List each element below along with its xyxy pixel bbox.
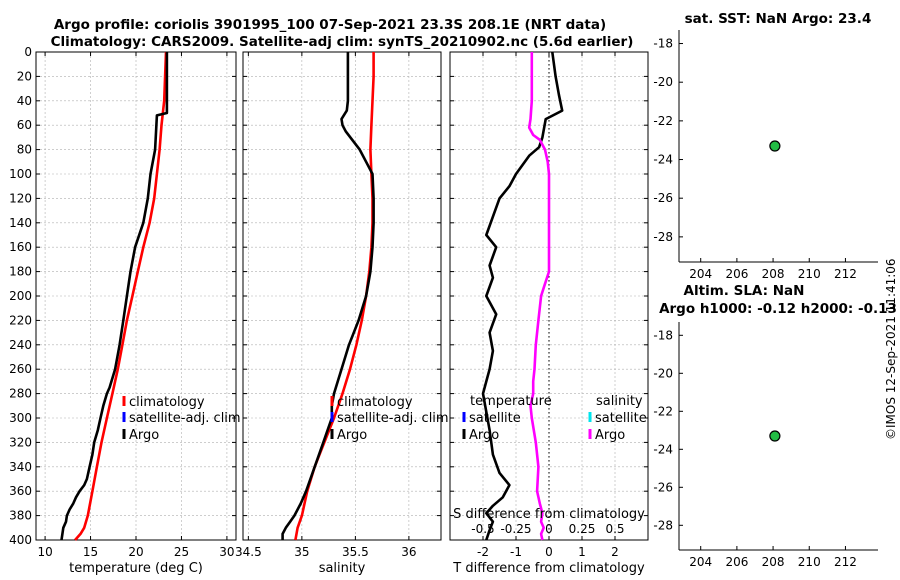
figure-title-line2: Climatology: CARS2009. Satellite-adj cli…	[51, 34, 634, 50]
figure-title-line1: Argo profile: coriolis 3901995_100 07-Se…	[54, 17, 606, 33]
y-tick-label: -22	[653, 114, 673, 128]
y-tick-label: 300	[9, 411, 32, 425]
y-tick-label: 160	[9, 240, 32, 254]
legend-temp-satellite-label: satellite	[469, 411, 521, 426]
y-tick-label: 340	[9, 460, 32, 474]
legend-argo-label: Argo	[129, 428, 159, 443]
y-tick-label: -18	[653, 328, 673, 342]
x2-axis-label: S difference from climatology	[453, 507, 645, 522]
argo-location-marker	[769, 430, 781, 442]
y-tick-label: 280	[9, 387, 32, 401]
x-tick-label: 210	[798, 555, 821, 569]
y-tick-label: 200	[9, 289, 32, 303]
y-tick-label: 60	[17, 118, 32, 132]
x-tick-label: 204	[689, 267, 712, 281]
x-tick-label: 208	[762, 555, 785, 569]
legend-temp-heading: temperature	[470, 394, 552, 409]
legend-sal-heading: salinity	[596, 394, 643, 409]
legend-climatology-label: climatology	[129, 395, 205, 410]
x-tick-label: 206	[725, 555, 748, 569]
x-tick-label: 30	[219, 545, 234, 559]
x-tick-label: 25	[174, 545, 189, 559]
legend-temp-argo-label: Argo	[469, 428, 499, 443]
x-axis-label: salinity	[319, 561, 366, 576]
x2-tick-label: 0.25	[569, 522, 596, 536]
x-tick-label: -1	[510, 545, 522, 559]
y-tick-label: 140	[9, 216, 32, 230]
legend-argo-label: Argo	[337, 428, 367, 443]
sst-map-panel: 204 206 208 210 212 -18 -20 -22 -24 -26 -28	[653, 30, 878, 281]
series-argo	[60, 52, 169, 541]
y-tick-label: 240	[9, 338, 32, 352]
y-tick-label: -22	[653, 404, 673, 418]
y-tick-label: 380	[9, 509, 32, 523]
y-tick-label: 120	[9, 191, 32, 205]
y-tick-label: 320	[9, 435, 32, 449]
y-tick-label: -28	[653, 230, 673, 244]
x2-tick-label: 0.5	[605, 522, 624, 536]
x-tick-label: 35.5	[342, 545, 369, 559]
x-tick-label: 212	[834, 555, 857, 569]
sla-panel-title-line1: Altim. SLA: NaN	[684, 283, 805, 299]
x-tick-label: 34.5	[235, 545, 262, 559]
x-tick-label: -2	[477, 545, 489, 559]
y-tick-label: 80	[17, 143, 32, 157]
series-argo	[281, 52, 375, 540]
x-tick-label: 20	[128, 545, 143, 559]
x-tick-label: 15	[83, 545, 98, 559]
x-tick-label: 0	[545, 545, 553, 559]
argo-location-marker	[769, 140, 781, 152]
y-tick-label: 180	[9, 265, 32, 279]
x2-tick-label: -0.25	[500, 522, 531, 536]
legend-climatology-label: climatology	[337, 395, 413, 410]
sla-map-panel: 204 206 208 210 212 -18 -20 -22 -24 -26 -28	[653, 322, 878, 569]
y-tick-label: 400	[9, 533, 32, 547]
x-tick-label: 2	[611, 545, 619, 559]
sst-panel-title: sat. SST: NaN Argo: 23.4	[685, 11, 872, 27]
legend-satellite-adj-clim-label: satellite-adj. clim	[337, 411, 449, 426]
legend-sal-argo-label: Argo	[595, 428, 625, 443]
x-axis-label: temperature (deg C)	[69, 561, 203, 576]
series-argo-s	[527, 52, 551, 541]
sla-panel-title-line2: Argo h1000: -0.12 h2000: -0.13	[659, 301, 897, 317]
y-tick-label: -26	[653, 480, 673, 494]
y-tick-label: -24	[653, 442, 673, 456]
legend-sal-satellite-label: satellite	[595, 411, 647, 426]
y-tick-label: 220	[9, 313, 32, 327]
salinity-panel: 34.5 35 35.5 36 salinity climatologysatellite…	[235, 51, 449, 576]
x-tick-label: 35	[294, 545, 309, 559]
x-tick-label: 204	[689, 555, 712, 569]
y-tick-label: -26	[653, 191, 673, 205]
x-axis-label: T difference from climatology	[452, 561, 645, 576]
x-tick-label: 212	[834, 267, 857, 281]
temperature-panel: 10 15 20 25 30020406080100120140160180200220…	[9, 45, 241, 576]
y-tick-label: -28	[653, 518, 673, 532]
y-tick-label: 100	[9, 167, 32, 181]
x-tick-label: 36	[401, 545, 416, 559]
x-tick-label: 208	[762, 267, 785, 281]
difference-panel: -2 -1 0 1 2 T difference from climatology -0.5…	[449, 51, 649, 576]
x-tick-label: 1	[578, 545, 586, 559]
x-tick-label: 210	[798, 267, 821, 281]
x-tick-label: 206	[725, 267, 748, 281]
y-tick-label: 0	[24, 45, 32, 59]
x2-tick-label: 0	[545, 522, 553, 536]
y-tick-label: 360	[9, 484, 32, 498]
x-tick-label: 10	[37, 545, 52, 559]
y-tick-label: 20	[17, 69, 32, 83]
series-climatology	[74, 51, 168, 541]
y-tick-label: -20	[653, 366, 673, 380]
x2-tick-label: -0.5	[471, 522, 494, 536]
y-tick-label: 260	[9, 362, 32, 376]
y-tick-label: -18	[653, 37, 673, 51]
y-tick-label: -24	[653, 153, 673, 167]
credit-timestamp: ©IMOS 12-Sep-2021 11:41:06	[884, 258, 898, 440]
legend-satellite-adj-clim-label: satellite-adj. clim	[129, 411, 241, 426]
y-tick-label: 40	[17, 94, 32, 108]
y-tick-label: -20	[653, 75, 673, 89]
